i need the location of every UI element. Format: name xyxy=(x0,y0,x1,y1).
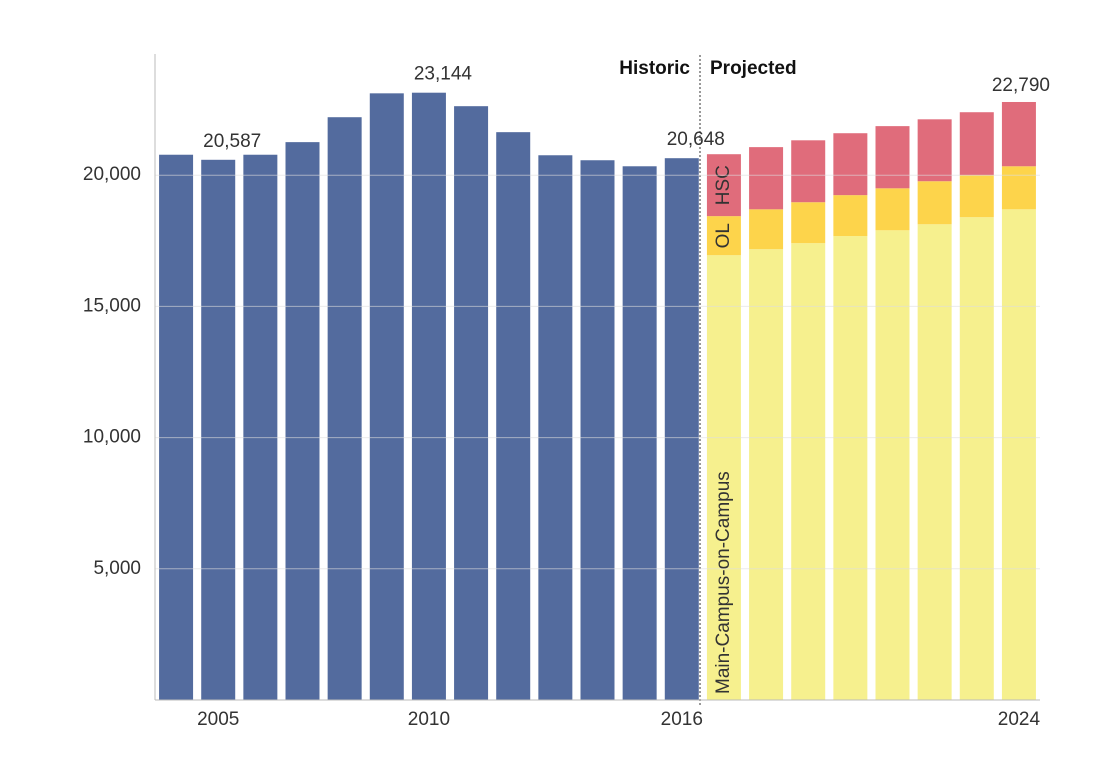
bar xyxy=(1001,101,1036,167)
bar xyxy=(791,202,826,244)
y-tick-label: 5,000 xyxy=(93,558,141,579)
bar xyxy=(917,119,952,182)
bar xyxy=(833,236,868,701)
bar xyxy=(496,132,531,701)
bar xyxy=(327,117,362,701)
bar xyxy=(243,154,278,701)
x-tick-label: 2024 xyxy=(998,709,1041,730)
bar xyxy=(749,147,784,210)
bar xyxy=(917,181,952,225)
bar xyxy=(369,93,404,701)
bar xyxy=(875,126,910,189)
bar xyxy=(622,166,657,701)
bar xyxy=(917,224,952,700)
x-tick-label: 2010 xyxy=(408,709,450,730)
bar xyxy=(791,243,826,700)
total-label: 22,790 xyxy=(992,75,1050,96)
bar xyxy=(749,209,784,250)
bar xyxy=(285,142,320,701)
x-tick-label: 2005 xyxy=(197,709,239,730)
bar xyxy=(959,217,994,700)
series-label: Main-Campus-on-Campus xyxy=(713,471,734,694)
bar xyxy=(959,175,994,218)
x-tick-label: 2016 xyxy=(661,709,703,730)
data-label: 20,648 xyxy=(667,129,725,150)
bar xyxy=(538,155,573,701)
bar xyxy=(833,195,868,237)
bar xyxy=(706,154,741,217)
y-tick-label: 10,000 xyxy=(83,427,141,448)
bar xyxy=(749,249,784,701)
data-label: 23,144 xyxy=(414,64,473,85)
bar xyxy=(706,216,741,256)
bar xyxy=(580,160,615,701)
bar xyxy=(1001,209,1036,700)
bar xyxy=(411,92,446,701)
bar xyxy=(875,230,910,700)
bar xyxy=(833,133,868,196)
series-label: OL xyxy=(713,223,734,248)
series-label: HSC xyxy=(713,165,734,205)
bar xyxy=(875,188,910,231)
bar xyxy=(664,158,699,701)
bar xyxy=(454,106,489,701)
y-tick-label: 15,000 xyxy=(83,295,141,316)
data-label: 20,587 xyxy=(203,131,261,152)
bar xyxy=(201,159,236,700)
bar xyxy=(159,154,194,701)
bar xyxy=(959,112,994,176)
bar xyxy=(706,255,741,700)
y-tick-label: 20,000 xyxy=(83,164,141,185)
historic-label: Historic xyxy=(619,58,690,79)
bar xyxy=(1001,166,1036,210)
projected-label: Projected xyxy=(710,58,797,79)
bar xyxy=(791,140,826,203)
